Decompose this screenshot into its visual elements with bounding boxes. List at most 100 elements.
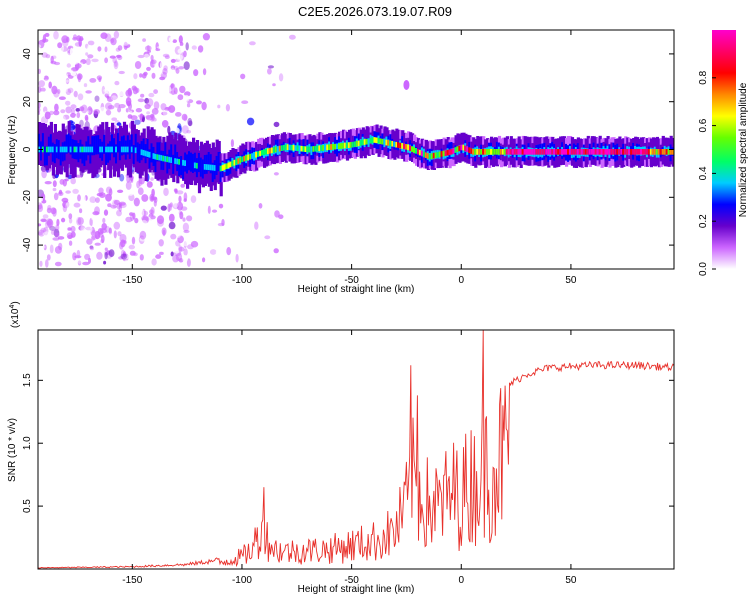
spectrogram-cell (73, 49, 77, 58)
spectrogram-cell (76, 112, 81, 119)
spectrogram-cell (197, 163, 202, 169)
spectrogram-cell (156, 45, 164, 49)
y-tick-label: -20 (22, 190, 33, 205)
spectrogram-cell (251, 153, 255, 159)
spectrogram-cell (89, 146, 93, 153)
spectrogram-cell (50, 55, 54, 64)
spectrogram-cell (178, 220, 185, 229)
spectrogram-cell (139, 113, 143, 121)
spectrogram-cell (98, 187, 104, 194)
y-tick-label: 0.5 (22, 499, 33, 513)
spectrogram-cell (87, 40, 95, 46)
spectrogram-cell (440, 151, 444, 157)
spectrogram-cell (140, 149, 144, 156)
spectrogram-cell (521, 149, 525, 155)
spectrogram-cell (65, 79, 69, 83)
spectrogram-cell (181, 125, 189, 134)
spectrogram-cell (62, 178, 67, 187)
spectrogram-cell (57, 191, 64, 196)
spectrogram-cell (417, 148, 421, 155)
spectrogram-cell (168, 36, 174, 43)
spectrogram-cell (38, 80, 45, 88)
spectrogram-cell (418, 149, 423, 156)
spectrogram-cell (136, 180, 141, 189)
spectrogram-cell (132, 212, 136, 220)
spectrogram-cell (201, 163, 205, 170)
spectrogram-cell (308, 146, 312, 153)
spectrogram-cell (132, 86, 138, 95)
spectrogram-cell (191, 116, 200, 120)
spectrogram-cell (60, 115, 66, 123)
spectrogram-cell (87, 146, 91, 153)
spectrogram-cell (178, 156, 182, 176)
spectrogram-cell (448, 149, 452, 156)
spectrogram-cell (105, 193, 112, 202)
spectrogram-cell (137, 98, 145, 103)
spectrogram-cell (162, 68, 168, 75)
spectrogram-cell (77, 260, 82, 266)
spectrogram-cell (38, 204, 44, 213)
spectrogram-cell (156, 215, 165, 225)
spectrogram-cell (193, 162, 198, 169)
spectrogram-cell (146, 181, 153, 188)
spectrogram-cell (53, 192, 59, 201)
spectrogram-cell (38, 68, 41, 74)
spectrogram-cell (179, 211, 184, 220)
spectrogram-cell (152, 153, 156, 159)
spectrogram-cell (67, 146, 71, 153)
spectrogram-cell (70, 225, 76, 233)
spectrogram-cell (480, 149, 484, 155)
spectrogram-cell (71, 84, 77, 91)
spectrogram-cell (282, 144, 286, 151)
spectrogram-cell (280, 145, 284, 151)
colorbar-tick-label: 0.8 (698, 70, 709, 84)
spectrogram-cell (201, 101, 207, 111)
spectrogram-cell (148, 149, 152, 169)
spectrogram-cell (188, 120, 193, 127)
spectrogram-cell (243, 155, 247, 162)
spectrogram-cell (162, 109, 169, 116)
spectrogram-cell (41, 133, 46, 153)
spectrogram-cell (342, 142, 346, 149)
spectrogram-cell (93, 146, 97, 153)
spectrogram-cell (65, 190, 71, 194)
spectrogram-cell (152, 231, 160, 236)
spectrogram-cell (63, 73, 68, 77)
spectrogram-cell (138, 148, 142, 155)
spectrogram-cell (257, 151, 261, 157)
spectrogram-cell (618, 149, 622, 155)
spectrogram-cell (116, 122, 122, 126)
spectrogram-cell (38, 107, 41, 113)
spectrogram-cell (53, 30, 59, 40)
spectrogram-cell (314, 145, 318, 152)
spectrogram-cell (140, 93, 145, 98)
spectrogram-cell (53, 61, 61, 66)
spectrogram-cell (172, 255, 180, 263)
spectrogram-cell (290, 144, 294, 151)
spectrogram-cell (484, 149, 488, 155)
spectrogram-cell (192, 254, 200, 258)
spectrogram-cell (123, 260, 130, 265)
spectrogram-cell (302, 146, 306, 152)
snr-plot-area (38, 330, 674, 569)
spectrogram-cell (128, 146, 132, 153)
spectrogram-cell (249, 153, 253, 160)
spectrogram-cell (492, 149, 496, 155)
spectrogram-cell (298, 145, 302, 152)
spectrogram-cell (49, 134, 53, 154)
spectrogram-cell (128, 34, 132, 43)
spectrogram-cell (180, 183, 185, 188)
spectrogram-cell (130, 134, 134, 154)
spectrogram-cell (401, 143, 405, 149)
spectrogram-cell (66, 232, 73, 240)
spectrogram-cell (117, 45, 123, 51)
snr-multiplier-close: ) (10, 301, 21, 304)
spectrogram-cell (120, 253, 128, 260)
spectrogram-cell (97, 146, 101, 153)
spectrogram-cell (146, 139, 150, 159)
spectrogram-cell (434, 152, 438, 159)
spectrogram-cell (72, 212, 79, 221)
spectrogram-cell (173, 188, 178, 193)
spectrogram-cell (405, 144, 409, 150)
spectrogram-cell (118, 202, 123, 207)
